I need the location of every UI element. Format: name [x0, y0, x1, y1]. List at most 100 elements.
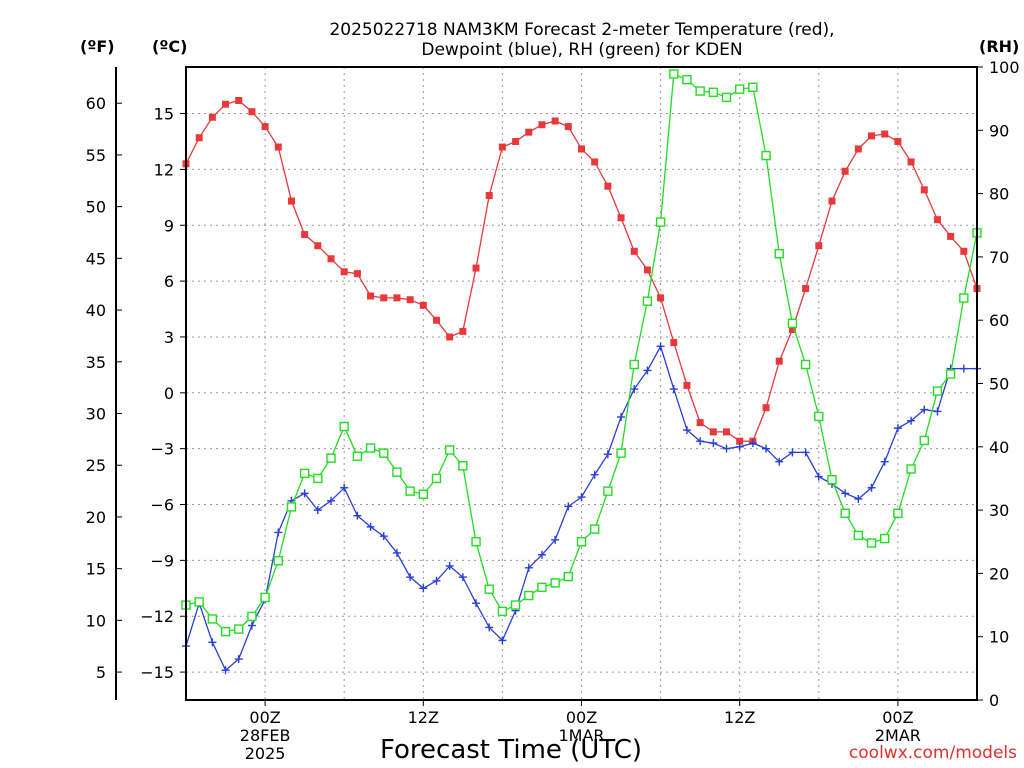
rh-point: [418, 489, 428, 499]
temperature-point: [762, 404, 770, 412]
temperature-point: [828, 197, 836, 205]
temperature-point: [960, 247, 968, 255]
dewpoint-point: [247, 621, 256, 630]
dewpoint-point: [274, 528, 283, 537]
dewpoint-point: [788, 448, 797, 457]
temperature-point: [446, 333, 454, 341]
rh-point: [497, 606, 508, 617]
dewpoint-point: [656, 342, 665, 351]
dewpoint-point: [472, 599, 481, 608]
rh-point: [616, 448, 626, 458]
temperature-point: [723, 428, 731, 436]
rh-point: [814, 411, 824, 422]
temperature-point: [380, 294, 388, 302]
temperature-point: [802, 285, 810, 293]
tick-labels: −15−12−9−6−30369121551015202530354045505…: [86, 58, 1020, 763]
dewpoint-point: [709, 439, 718, 448]
rh-point: [405, 486, 415, 496]
temperature-point: [788, 326, 796, 334]
rh-point: [629, 359, 639, 370]
dewpoint-point: [366, 522, 375, 531]
temperature-point: [894, 137, 902, 145]
rh-tick-label: 40: [989, 438, 1009, 457]
rh-point: [286, 502, 297, 512]
temperature-point: [525, 128, 533, 136]
temperature-point: [274, 143, 282, 151]
rh-point: [655, 217, 666, 227]
rh-point: [352, 451, 363, 461]
time-tick-label: 00Z: [249, 708, 280, 727]
temperature-point: [617, 214, 625, 222]
rh-point: [708, 87, 719, 98]
rh-point: [932, 386, 943, 396]
temperature-point: [208, 113, 216, 121]
temperature-point: [459, 327, 467, 335]
rh-point: [880, 533, 890, 544]
dewpoint-point: [551, 535, 560, 544]
temperature-point: [920, 186, 928, 194]
temperature-point: [222, 100, 230, 108]
temperature-point: [868, 132, 876, 140]
rh-point: [959, 293, 969, 303]
dewpoint-point: [234, 655, 243, 664]
rh-point: [682, 74, 692, 85]
celsius-tick-label: −6: [150, 496, 174, 515]
fahrenheit-tick-label: 50: [86, 198, 106, 217]
temperature-point: [235, 97, 243, 105]
temperature-point: [512, 137, 520, 145]
rh-tick-label: 30: [989, 501, 1009, 520]
rh-point: [194, 597, 204, 607]
temperature-point: [670, 339, 678, 347]
dewpoint-point: [353, 511, 362, 520]
dewpoint-point: [775, 457, 784, 466]
temperature-point: [578, 145, 585, 153]
time-tick-label: 1MAR: [558, 726, 604, 745]
temperature-point: [564, 123, 572, 131]
dewpoint-point: [498, 636, 507, 645]
rh-point: [853, 530, 864, 541]
rh-point: [800, 359, 811, 370]
dewpoint-point: [537, 550, 546, 559]
celsius-tick-label: 6: [164, 272, 174, 291]
dewpoint-point: [208, 638, 217, 647]
temperature-point: [947, 232, 955, 240]
temperature-point: [775, 357, 783, 365]
dewpoint-point: [445, 561, 454, 570]
dewpoint-point: [841, 489, 850, 498]
celsius-tick-label: −3: [150, 440, 174, 459]
dewpoint-point: [458, 573, 467, 582]
rh-point: [524, 590, 534, 601]
dewpoint-point: [814, 472, 823, 481]
dewpoint-point: [933, 407, 942, 416]
rh-point: [893, 508, 903, 518]
rh-unit-label: (RH): [979, 37, 1019, 56]
temperature-point: [248, 108, 256, 116]
dewpoint-point: [300, 489, 309, 498]
temperature-point: [881, 130, 889, 138]
rh-point: [458, 461, 468, 471]
rh-point: [603, 486, 613, 496]
plot-frame: [185, 66, 978, 701]
temperature-point: [696, 419, 704, 427]
dewpoint-point: [920, 405, 929, 414]
rh-point: [576, 537, 587, 547]
rh-point: [273, 556, 283, 566]
rh-point: [484, 584, 494, 594]
rh-point: [827, 475, 837, 485]
temperature-point: [657, 294, 665, 302]
rh-point: [945, 369, 956, 379]
chart-title-line-1: 2025022718 NAM3KM Forecast 2-meter Tempe…: [329, 20, 834, 40]
temperature-point: [367, 292, 375, 300]
fahrenheit-tick-label: 40: [86, 301, 106, 320]
fahrenheit-tick-label: 55: [86, 146, 106, 165]
rh-point: [563, 571, 574, 582]
temperature-point: [406, 296, 414, 304]
rh-tick-label: 70: [989, 248, 1009, 267]
fahrenheit-tick-label: 30: [86, 404, 106, 423]
dewpoint-point: [577, 493, 586, 502]
temperature-point: [314, 242, 322, 250]
rh-point: [721, 92, 732, 103]
celsius-tick-label: 3: [164, 328, 174, 347]
